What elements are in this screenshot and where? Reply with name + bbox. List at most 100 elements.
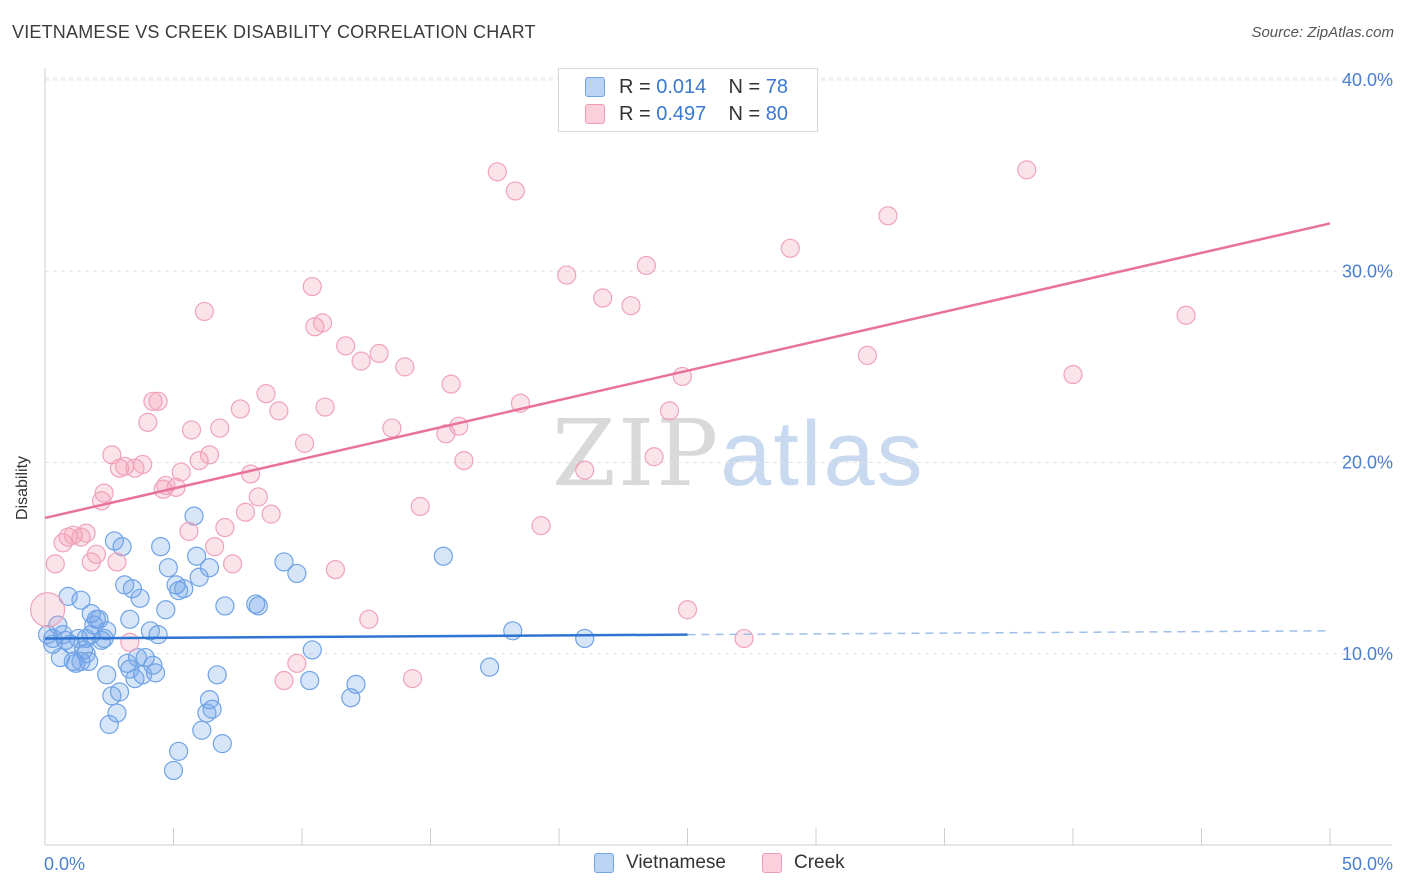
- creek-point: [133, 454, 153, 475]
- vietnamese-point: [575, 628, 595, 649]
- vietnamese-point: [120, 659, 140, 679]
- vietnamese-point: [109, 682, 130, 702]
- vietnamese-swatch: [585, 77, 605, 97]
- x-tick-label-max: 50.0%: [1342, 854, 1393, 874]
- vietnamese-point: [287, 563, 307, 584]
- vietnamese-point: [99, 714, 119, 735]
- creek-point: [531, 516, 551, 536]
- vietnamese-point: [202, 699, 222, 719]
- y-tick-label: 30.0%: [1342, 261, 1393, 281]
- creek-point: [189, 450, 209, 471]
- vietnamese-point: [184, 506, 204, 526]
- vietnamese-points: [37, 506, 595, 781]
- vietnamese-point: [346, 674, 366, 694]
- vietnamese-point: [122, 579, 142, 599]
- creek-point: [359, 609, 379, 629]
- y-tick-label: 20.0%: [1342, 453, 1393, 473]
- creek-point: [223, 554, 243, 574]
- vietnamese-point: [503, 621, 523, 641]
- creek-point: [230, 399, 250, 419]
- vietnamese-point: [248, 596, 268, 616]
- vietnamese-point: [148, 625, 168, 645]
- creek-point: [644, 447, 664, 467]
- vietnamese-point: [302, 640, 322, 660]
- vietnamese-point: [81, 603, 101, 624]
- creek-point: [45, 554, 65, 574]
- vietnamese-point: [120, 609, 140, 629]
- vietnamese-trend-extension: [687, 630, 1331, 636]
- creek-point: [659, 401, 680, 421]
- creek-point: [194, 301, 214, 322]
- legend-r-value-creek: 0.497: [656, 102, 707, 125]
- legend-n-value-vietnamese: 78: [765, 75, 789, 98]
- legend-row-vietnamese: R = 0.014 N = 78: [585, 74, 788, 100]
- vietnamese-point: [212, 734, 232, 754]
- vietnamese-point: [215, 596, 235, 616]
- creek-point: [312, 313, 333, 333]
- creek-point: [449, 416, 469, 436]
- creek-point: [53, 533, 73, 553]
- grid-lines: [45, 77, 1392, 655]
- creek-point: [256, 384, 276, 404]
- creek-point: [261, 504, 281, 524]
- creek-swatch: [585, 104, 605, 124]
- vietnamese-point: [151, 537, 171, 557]
- vietnamese-point: [174, 579, 194, 599]
- bottom-legend-label-creek: Creek: [794, 852, 845, 873]
- creek-point: [181, 420, 202, 440]
- creek-point: [215, 517, 235, 538]
- creek-point: [336, 336, 356, 356]
- vietnamese-point: [192, 720, 212, 740]
- vietnamese-point: [71, 590, 91, 610]
- vietnamese-point: [156, 600, 176, 620]
- vietnamese-point: [158, 558, 178, 578]
- creek-point: [369, 343, 389, 364]
- vietnamese-point: [112, 537, 132, 557]
- creek-point: [395, 357, 415, 377]
- vietnamese-point: [130, 588, 150, 608]
- creek-point: [205, 537, 225, 557]
- vietnamese-point: [135, 647, 155, 668]
- legend-r-value-vietnamese: 0.014: [656, 75, 707, 98]
- creek-point: [325, 559, 346, 580]
- creek-point: [636, 255, 656, 276]
- vietnamese-point: [433, 546, 453, 566]
- vietnamese-swatch: [594, 853, 614, 873]
- axes: [44, 68, 1392, 846]
- creek-point: [1063, 364, 1083, 385]
- bottom-legend-creek: Creek: [762, 852, 845, 874]
- creek-point: [235, 502, 256, 522]
- creek-point: [138, 412, 158, 432]
- vietnamese-point: [187, 546, 207, 566]
- creek-points: [29, 160, 1196, 691]
- creek-point: [179, 521, 199, 541]
- creek-point: [677, 600, 698, 620]
- creek-point: [621, 296, 641, 316]
- legend-r-label: R =: [619, 102, 651, 125]
- chart-title: VIETNAMESE VS CREEK DISABILITY CORRELATI…: [12, 22, 536, 42]
- creek-point: [1017, 160, 1037, 180]
- trend-lines: [44, 222, 1331, 640]
- creek-point: [210, 418, 230, 438]
- vietnamese-point: [89, 609, 109, 629]
- y-tick-label: 40.0%: [1342, 70, 1393, 90]
- creek-point: [410, 496, 430, 517]
- creek-point: [1176, 305, 1196, 325]
- creek-point: [287, 653, 307, 673]
- vietnamese-point: [300, 670, 320, 691]
- y-tick-label: 10.0%: [1342, 644, 1393, 664]
- vietnamese-point: [274, 552, 294, 572]
- tick-labels: 10.0% 20.0% 30.0% 40.0% 0.0% 50.0%: [44, 70, 1393, 874]
- creek-point: [441, 374, 461, 394]
- correlation-legend: R = 0.014 N = 78 R = 0.497 N = 80: [558, 68, 818, 132]
- creek-point: [148, 391, 168, 411]
- creek-point: [402, 669, 423, 689]
- creek-point: [29, 592, 66, 628]
- legend-row-creek: R = 0.497 N = 80: [585, 101, 788, 127]
- creek-point: [454, 450, 474, 471]
- vietnamese-point: [97, 665, 117, 685]
- vietnamese-point: [169, 741, 189, 761]
- vietnamese-point: [143, 655, 163, 675]
- bottom-legend-label-vietnamese: Vietnamese: [626, 852, 726, 873]
